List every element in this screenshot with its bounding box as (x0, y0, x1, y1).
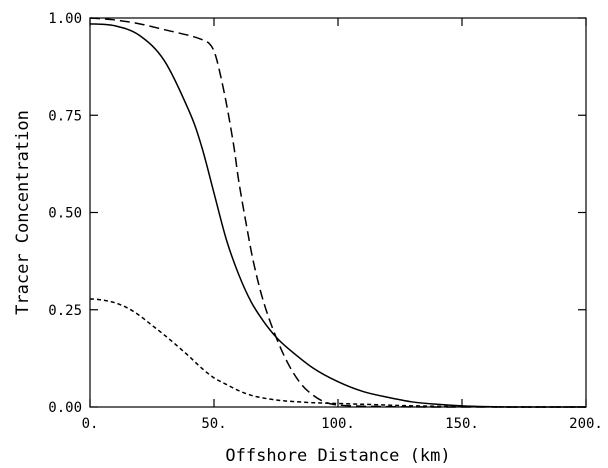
y-axis-label: Tracer Concentration (13, 110, 33, 315)
y-tick-label: 1.00 (48, 11, 82, 27)
plot-frame (89, 17, 587, 408)
x-tick-label: 0. (82, 416, 99, 432)
plot-frame-group (89, 17, 587, 408)
series-line-long-dash (89, 17, 586, 408)
x-tick-label: 100. (321, 416, 355, 432)
x-tick-label: 200. (569, 416, 603, 432)
ticks-group: 0. 50. 100. 150. 200. 0.00 0.25 0.50 0.75 1.00 (48, 11, 603, 432)
series-line-solid (89, 23, 586, 408)
y-tick-label: 0.00 (48, 400, 82, 416)
x-tick-label: 50. (201, 416, 226, 432)
y-tick-label: 0.50 (48, 206, 82, 222)
y-tick-label: 0.25 (48, 303, 82, 319)
series-line-short-dash (89, 298, 587, 408)
x-axis-label: Offshore Distance (km) (225, 446, 450, 466)
x-tick-label: 150. (445, 416, 479, 432)
series-group (89, 17, 587, 408)
y-tick-label: 0.75 (48, 108, 82, 124)
